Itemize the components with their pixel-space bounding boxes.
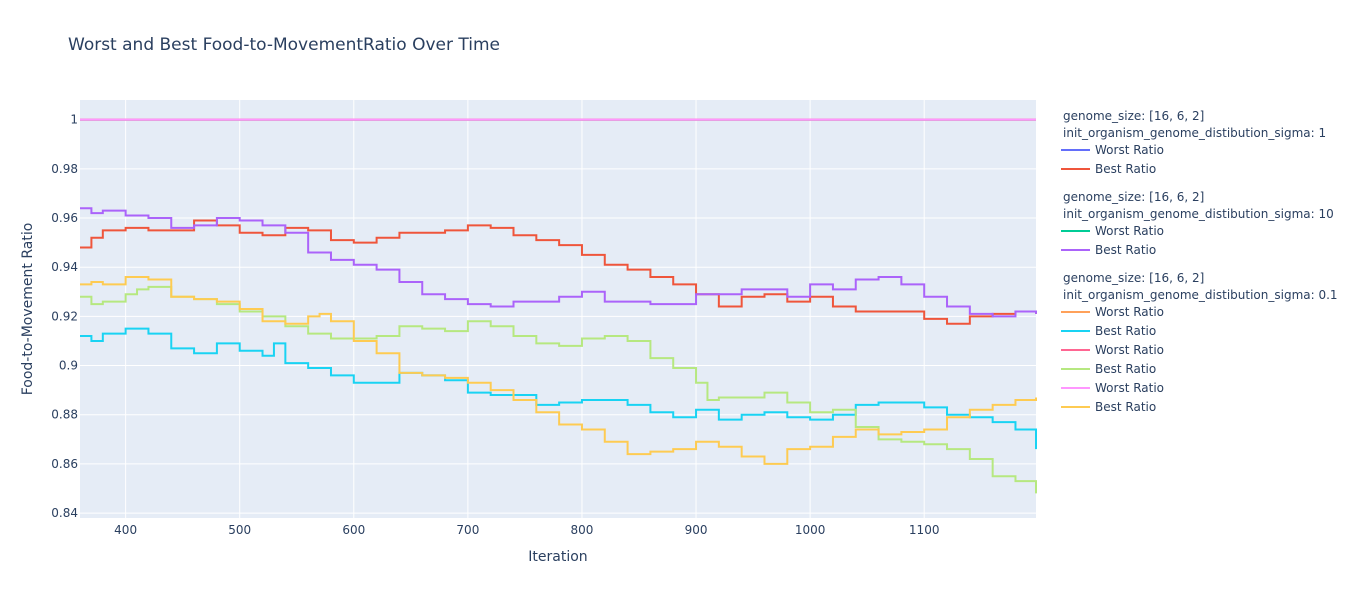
legend: genome_size: [16, 6, 2] init_organism_gen… [1061, 109, 1338, 414]
y-tick-label: 0.96 [51, 211, 78, 225]
x-tick-label: 1000 [795, 523, 826, 537]
y-tick-label: 0.92 [51, 309, 78, 323]
y-tick-label: 0.98 [51, 162, 78, 176]
legend-group-title: init_organism_genome_distibution_sigma: … [1063, 288, 1338, 302]
y-axis: 0.84 0.86 0.88 0.9 0.92 0.94 0.96 0.98 1 [51, 113, 78, 520]
legend-group-title: init_organism_genome_distibution_sigma: … [1063, 126, 1326, 140]
x-tick-label: 600 [342, 523, 365, 537]
x-tick-label: 400 [114, 523, 137, 537]
y-tick-label: 1 [70, 113, 78, 127]
legend-item-label[interactable]: Worst Ratio [1095, 343, 1164, 357]
series-line [80, 207, 1037, 318]
plot-area[interactable] [80, 100, 1036, 518]
legend-item-label[interactable]: Best Ratio [1095, 400, 1156, 414]
x-tick-label: 900 [685, 523, 708, 537]
y-tick-label: 0.86 [51, 457, 78, 471]
x-tick-label: 500 [228, 523, 251, 537]
legend-group-title: genome_size: [16, 6, 2] [1063, 109, 1204, 123]
series-layer [80, 118, 1037, 494]
x-axis: 400 500 600 700 800 900 1000 1100 [114, 523, 939, 537]
legend-item-label[interactable]: Worst Ratio [1095, 305, 1164, 319]
legend-item-label[interactable]: Worst Ratio [1095, 143, 1164, 157]
legend-item-label[interactable]: Worst Ratio [1095, 381, 1164, 395]
series-line [80, 219, 1037, 325]
y-axis-title: Food-to-Movement Ratio [20, 223, 36, 396]
x-tick-label: 800 [571, 523, 594, 537]
legend-group-title: init_organism_genome_distibution_sigma: … [1063, 207, 1334, 221]
chart-title: Worst and Best Food-to-MovementRatio Ove… [68, 35, 500, 55]
y-tick-label: 0.88 [51, 408, 78, 422]
legend-item-label[interactable]: Best Ratio [1095, 362, 1156, 376]
x-axis-title: Iteration [528, 549, 587, 565]
y-tick-label: 0.9 [59, 359, 78, 373]
series-line [80, 276, 1037, 465]
x-tick-label: 1100 [909, 523, 940, 537]
legend-item-label[interactable]: Best Ratio [1095, 243, 1156, 257]
legend-group-title: genome_size: [16, 6, 2] [1063, 190, 1204, 204]
y-tick-label: 0.84 [51, 506, 78, 520]
legend-item-label[interactable]: Worst Ratio [1095, 224, 1164, 238]
legend-item-label[interactable]: Best Ratio [1095, 162, 1156, 176]
x-tick-label: 700 [456, 523, 479, 537]
legend-item-label[interactable]: Best Ratio [1095, 324, 1156, 338]
y-tick-label: 0.94 [51, 260, 78, 274]
legend-group-title: genome_size: [16, 6, 2] [1063, 271, 1204, 285]
